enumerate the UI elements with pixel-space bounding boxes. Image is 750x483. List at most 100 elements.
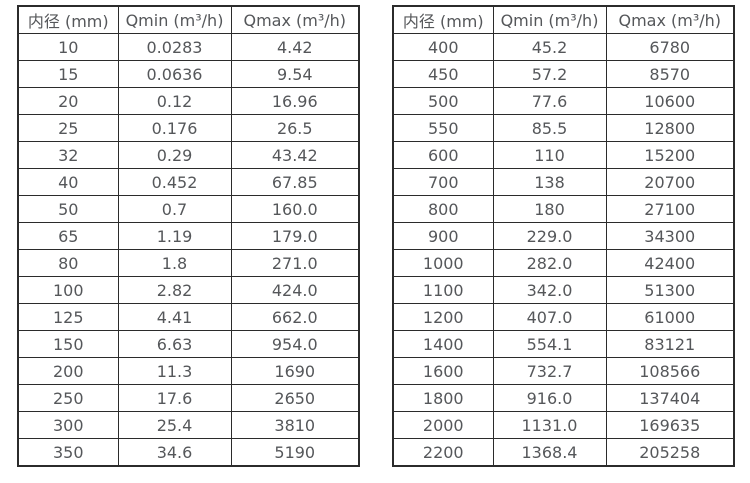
table-cell: 15: [17, 60, 119, 88]
table-cell: 169635: [605, 411, 735, 439]
table-row: 100 2.82 424.0: [17, 276, 360, 304]
table-cell: 65: [17, 222, 119, 250]
table-row: 450 57.2 8570: [392, 60, 735, 88]
table-cell: 34300: [605, 222, 735, 250]
table-cell: 40: [17, 168, 119, 196]
table-cell: 424.0: [230, 276, 360, 304]
header-inner-diameter: 内径 (mm): [392, 5, 494, 34]
table-cell: 229.0: [492, 222, 607, 250]
table-cell: 5190: [230, 438, 360, 467]
table-cell: 0.176: [117, 114, 232, 142]
table-row: 2000 1131.0 169635: [392, 411, 735, 439]
header-row: 内径 (mm) Qmin (m³/h) Qmax (m³/h): [17, 5, 360, 34]
table-cell: 150: [17, 330, 119, 358]
table-row: 800 180 27100: [392, 195, 735, 223]
table-cell: 110: [492, 141, 607, 169]
table-cell: 50: [17, 195, 119, 223]
table-cell: 350: [17, 438, 119, 467]
table-cell: 250: [17, 384, 119, 412]
table-cell: 0.452: [117, 168, 232, 196]
table-cell: 83121: [605, 330, 735, 358]
table-cell: 25.4: [117, 411, 232, 439]
table-cell: 700: [392, 168, 494, 196]
table-row: 1000 282.0 42400: [392, 249, 735, 277]
table-cell: 407.0: [492, 303, 607, 331]
table-cell: 8570: [605, 60, 735, 88]
table-cell: 25: [17, 114, 119, 142]
table-cell: 138: [492, 168, 607, 196]
table-cell: 800: [392, 195, 494, 223]
table-body: 10 0.0283 4.42 15 0.0636 9.54 20 0.12 16.96 25 0.1…: [17, 33, 360, 467]
table-cell: 1131.0: [492, 411, 607, 439]
table-cell: 77.6: [492, 87, 607, 115]
table-cell: 1368.4: [492, 438, 607, 467]
table-cell: 6.63: [117, 330, 232, 358]
table-cell: 732.7: [492, 357, 607, 385]
table-body: 400 45.2 6780 450 57.2 8570 500 77.6 10600 550 85.…: [392, 33, 735, 467]
table-cell: 342.0: [492, 276, 607, 304]
table-row: 1200 407.0 61000: [392, 303, 735, 331]
table-row: 15 0.0636 9.54: [17, 60, 360, 88]
table-cell: 9.54: [230, 60, 360, 88]
table-cell: 205258: [605, 438, 735, 467]
table-cell: 17.6: [117, 384, 232, 412]
table-cell: 51300: [605, 276, 735, 304]
table-row: 20 0.12 16.96: [17, 87, 360, 115]
header-qmax: Qmax (m³/h): [605, 5, 735, 34]
table-row: 2200 1368.4 205258: [392, 438, 735, 467]
table-row: 500 77.6 10600: [392, 87, 735, 115]
table-cell: 300: [17, 411, 119, 439]
table-cell: 100: [17, 276, 119, 304]
table-cell: 6780: [605, 33, 735, 61]
table-row: 25 0.176 26.5: [17, 114, 360, 142]
table-cell: 1.19: [117, 222, 232, 250]
table-cell: 137404: [605, 384, 735, 412]
table-cell: 160.0: [230, 195, 360, 223]
table-row: 300 25.4 3810: [17, 411, 360, 439]
table-cell: 282.0: [492, 249, 607, 277]
table-cell: 954.0: [230, 330, 360, 358]
header-qmin: Qmin (m³/h): [492, 5, 607, 34]
table-row: 1400 554.1 83121: [392, 330, 735, 358]
table-cell: 0.29: [117, 141, 232, 169]
table-cell: 3810: [230, 411, 360, 439]
table-cell: 43.42: [230, 141, 360, 169]
table-cell: 1200: [392, 303, 494, 331]
table-cell: 57.2: [492, 60, 607, 88]
table-row: 400 45.2 6780: [392, 33, 735, 61]
table-row: 1100 342.0 51300: [392, 276, 735, 304]
table-cell: 11.3: [117, 357, 232, 385]
table-cell: 12800: [605, 114, 735, 142]
table-cell: 1690: [230, 357, 360, 385]
table-cell: 27100: [605, 195, 735, 223]
flow-table-small-diameters: 内径 (mm) Qmin (m³/h) Qmax (m³/h) 10 0.0283…: [17, 5, 360, 467]
table-cell: 1.8: [117, 249, 232, 277]
table-cell: 67.85: [230, 168, 360, 196]
table-row: 600 110 15200: [392, 141, 735, 169]
table-cell: 4.41: [117, 303, 232, 331]
table-cell: 450: [392, 60, 494, 88]
table-cell: 1100: [392, 276, 494, 304]
table-row: 10 0.0283 4.42: [17, 33, 360, 61]
table-cell: 554.1: [492, 330, 607, 358]
table-row: 1600 732.7 108566: [392, 357, 735, 385]
table-cell: 10600: [605, 87, 735, 115]
table-cell: 108566: [605, 357, 735, 385]
table-cell: 80: [17, 249, 119, 277]
table-cell: 15200: [605, 141, 735, 169]
table-cell: 550: [392, 114, 494, 142]
table-cell: 26.5: [230, 114, 360, 142]
table-row: 125 4.41 662.0: [17, 303, 360, 331]
table-cell: 1800: [392, 384, 494, 412]
header-qmax: Qmax (m³/h): [230, 5, 360, 34]
flow-table-large-diameters: 内径 (mm) Qmin (m³/h) Qmax (m³/h) 400 45.2 6…: [392, 5, 735, 467]
table-cell: 42400: [605, 249, 735, 277]
table-cell: 179.0: [230, 222, 360, 250]
table-cell: 34.6: [117, 438, 232, 467]
table-cell: 1600: [392, 357, 494, 385]
table-cell: 20: [17, 87, 119, 115]
table-cell: 200: [17, 357, 119, 385]
table-cell: 180: [492, 195, 607, 223]
table-row: 50 0.7 160.0: [17, 195, 360, 223]
